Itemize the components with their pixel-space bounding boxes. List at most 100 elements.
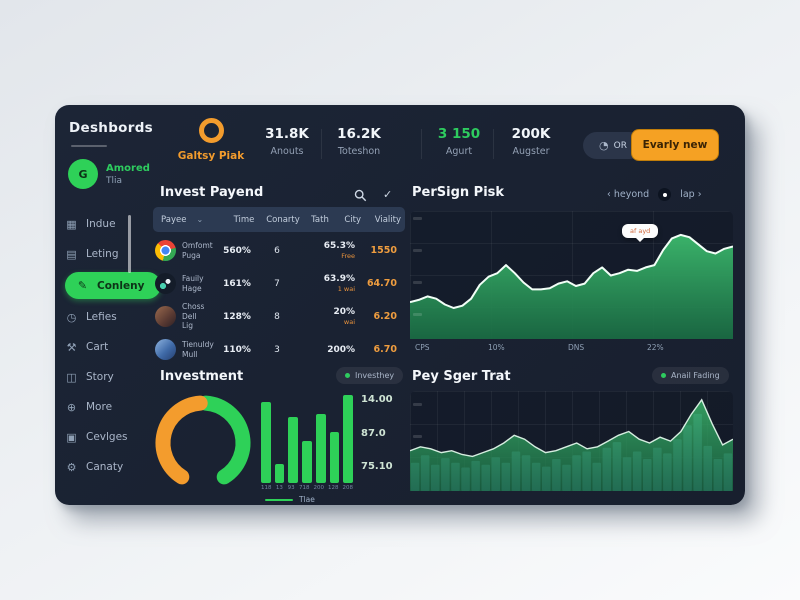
title-divider (71, 145, 107, 147)
trat-chart[interactable] (410, 391, 733, 491)
city-value: 20% (333, 307, 355, 317)
bar-label: 128 (328, 485, 339, 491)
bar[interactable] (288, 417, 299, 483)
pager-prev[interactable]: ‹ heyond (607, 189, 650, 200)
legend-dot-icon (345, 373, 350, 378)
city-subtext: 1 wai (337, 285, 355, 293)
app-title: Deshbords (69, 120, 154, 136)
sidebar-item-canaty[interactable]: ⚙ Canaty (65, 452, 161, 482)
payee-cell: Omfomt Puga (155, 240, 219, 261)
column-header-tath[interactable]: Tath (305, 215, 335, 225)
axis-value: 75.10 (361, 461, 393, 472)
trat-chart-title: Pey Sger Trat (412, 369, 511, 384)
search-icon[interactable] (354, 189, 367, 202)
y-axis-tick-mark (413, 435, 422, 438)
sidebar-item-label: Cevlges (86, 431, 128, 443)
donut-segment-primary[interactable] (198, 395, 251, 485)
payee-name: Choss Dell Lig (182, 302, 219, 330)
viality-cell: 6.70 (373, 344, 397, 355)
city-cell: 200% (299, 345, 355, 355)
sidebar-item-lefies[interactable]: ◷ Lefies (65, 302, 161, 332)
x-tick-label: 10% (488, 343, 505, 352)
time-cell: 161% (223, 278, 251, 289)
conarty-cell: 3 (274, 344, 280, 355)
brand-ring-icon (198, 118, 224, 143)
y-axis-tick-mark (413, 217, 422, 220)
cta-button[interactable]: Evarly new (631, 129, 719, 161)
grid-icon: ▦ (66, 217, 77, 231)
column-header-label: Viality (374, 214, 401, 225)
line-chart[interactable] (410, 211, 733, 339)
stat-anouts: 31.8K Anouts (251, 126, 323, 157)
bar[interactable] (302, 441, 312, 483)
sidebar-item-indue[interactable]: ▦ Indue (65, 209, 161, 239)
table-row[interactable]: Fauily Hage 161% 7 63.9% 1 wai 64.70 (153, 267, 405, 300)
person1-avatar-icon (155, 306, 176, 327)
city-subtext: wai (343, 318, 355, 326)
x-tick-label: 22% (647, 343, 664, 352)
user-profile[interactable]: G Amored Tlia (68, 159, 150, 189)
table-row[interactable]: Choss Dell Lig 128% 8 20% wai 6.20 (153, 300, 405, 333)
person2-avatar-icon (155, 339, 176, 360)
sidebar-item-conleny[interactable]: ✎ Conleny (65, 272, 161, 299)
bar[interactable] (274, 464, 285, 483)
brand-name: Galtsy Piak (177, 150, 245, 162)
sidebar-item-more[interactable]: ⊕ More (65, 392, 161, 422)
column-header-payee[interactable]: Payee ⌄ (161, 215, 227, 225)
column-header-conarty[interactable]: Conarty (261, 215, 305, 225)
sidebar-item-leting[interactable]: ▤ Leting (65, 239, 161, 269)
conarty-cell: 8 (274, 311, 280, 322)
sidebar-item-cart[interactable]: ⚒ Cart (65, 332, 161, 362)
investment-bar-chart[interactable] (261, 395, 354, 483)
table-header-row: Payee ⌄ Time Conarty Tath City Viality (153, 207, 405, 232)
bar[interactable] (315, 414, 326, 483)
city-cell: 65.3% Free (299, 241, 355, 260)
sidebar-item-cevlges[interactable]: ▣ Cevlges (65, 422, 161, 452)
axis-value: 87.0 (361, 427, 386, 439)
column-header-viality[interactable]: Viality (361, 215, 403, 225)
sidebar-item-label: Conleny (97, 279, 145, 292)
table-row[interactable]: Omfomt Puga 560% 6 65.3% Free 1550 (153, 234, 405, 267)
viality-cell: 64.70 (366, 278, 397, 289)
stat-value: 3 150 (437, 126, 481, 142)
clock-icon: ◷ (66, 310, 77, 324)
sidebar-item-label: Cart (86, 341, 109, 353)
bar-label: 718 (299, 485, 310, 491)
sort-chevron-icon[interactable]: ⌄ (196, 215, 204, 224)
payee-name: Fauily Hage (182, 274, 204, 293)
conarty-cell: 6 (274, 245, 280, 256)
bar-label: 13 (275, 485, 283, 491)
bar[interactable] (329, 432, 340, 483)
payee-name-line1: Fauily (182, 274, 204, 284)
table-body: Omfomt Puga 560% 6 65.3% Free 1550 Fauily Hage 16… (153, 234, 405, 366)
sidebar-item-label: Indue (86, 218, 116, 230)
line-chart-title: PerSign Pisk (412, 185, 505, 200)
check-icon[interactable]: ✓ (383, 188, 393, 201)
user-avatar: G (68, 159, 98, 189)
sidebar-item-label: Leting (86, 248, 119, 260)
pager-dot-icon[interactable] (658, 188, 672, 201)
briefcase-icon: ◫ (66, 370, 77, 384)
table-row[interactable]: Tienuldy Mull 110% 3 200% 6.70 (153, 333, 405, 366)
column-header-time[interactable]: Time (227, 215, 261, 225)
sidebar-scrollbar[interactable] (128, 215, 131, 273)
pager-next[interactable]: lap › (680, 189, 702, 200)
axis-value: 14.00 (361, 394, 393, 405)
bar[interactable] (343, 395, 354, 483)
payee-cell: Tienuldy Mull (155, 339, 219, 360)
sidebar-item-story[interactable]: ◫ Story (65, 362, 161, 392)
city-value: 200% (327, 344, 355, 355)
legend-line-icon (265, 498, 293, 501)
payee-name-line2: Hage (182, 283, 202, 293)
payee-name-line1: Choss Dell (182, 302, 205, 321)
payee-cell: Fauily Hage (155, 273, 219, 294)
stat-value: 16.2K (337, 126, 381, 142)
donut-segment-secondary[interactable] (155, 395, 208, 485)
bar[interactable] (261, 402, 271, 483)
payee-name-line1: Tienuldy (182, 340, 214, 350)
donut-chart[interactable] (153, 393, 253, 493)
legend-dot-icon (661, 373, 666, 378)
trat-legend: Anail Fading (652, 367, 729, 384)
city-cell: 63.9% 1 wai (299, 274, 355, 293)
column-header-city[interactable]: City (335, 215, 361, 225)
